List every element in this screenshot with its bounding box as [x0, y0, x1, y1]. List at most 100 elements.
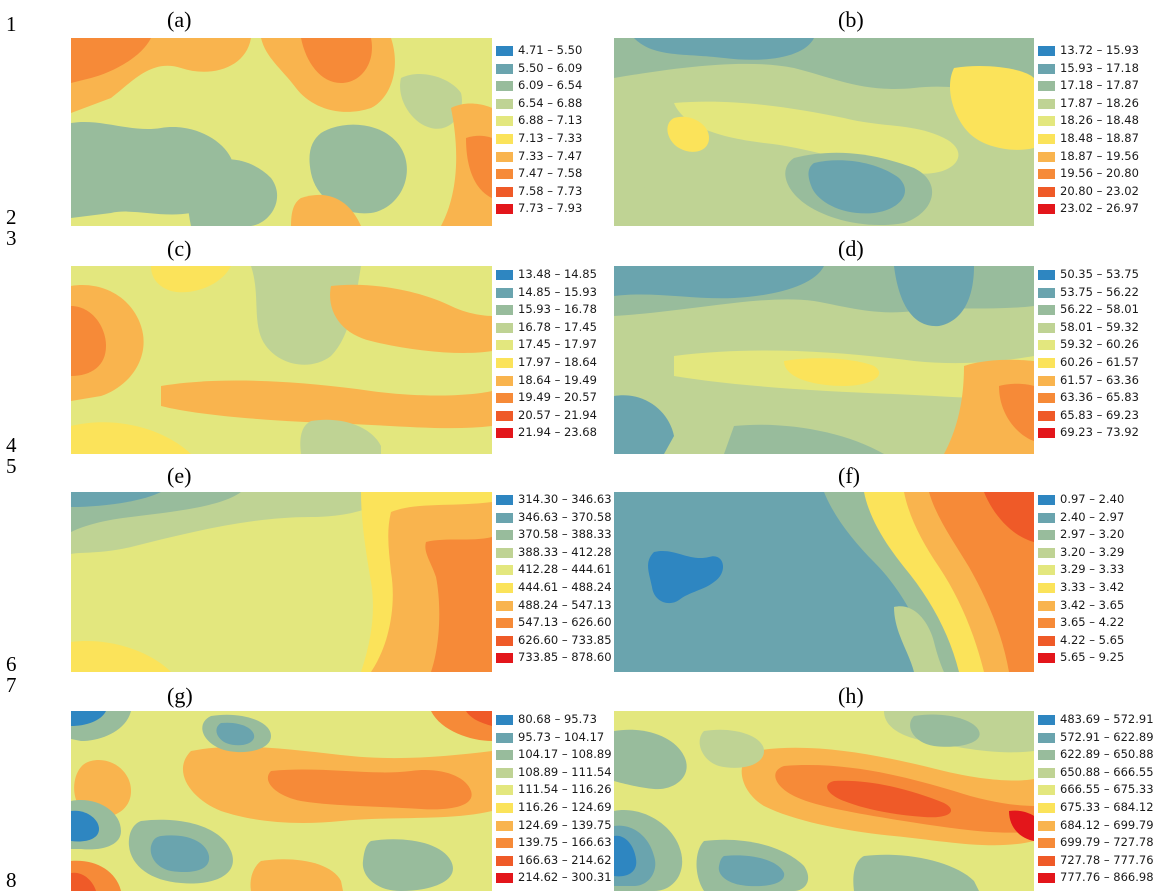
legend-swatch	[496, 600, 513, 611]
legend-label: 19.56 – 20.80	[1060, 166, 1139, 181]
legend-swatch	[1038, 600, 1055, 611]
legend-swatch	[496, 635, 513, 646]
legend-label: 547.13 – 626.60	[518, 615, 612, 630]
legend-swatch	[1038, 133, 1055, 144]
legend-swatch	[496, 116, 513, 127]
legend-swatch	[496, 732, 513, 743]
panel-label-b: (b)	[838, 7, 864, 32]
line-number: 3	[6, 226, 17, 250]
panel-label-g: (g)	[167, 683, 193, 708]
legend-label: 2.97 – 3.20	[1060, 527, 1125, 542]
legend-swatch	[496, 393, 513, 404]
legend-swatch	[1038, 357, 1055, 368]
legend-label: 23.02 – 26.97	[1060, 201, 1139, 216]
legend-swatch	[1038, 495, 1055, 505]
legend-swatch	[496, 767, 513, 778]
legend-label: 684.12 – 699.79	[1060, 817, 1154, 832]
legend-swatch	[496, 428, 513, 439]
legend-swatch	[1038, 785, 1055, 796]
legend-label: 3.33 – 3.42	[1060, 579, 1125, 594]
legend-swatch	[1038, 530, 1055, 541]
legend-swatch	[496, 98, 513, 109]
legend-swatch	[496, 855, 513, 866]
legend-swatch	[496, 582, 513, 593]
legend-label: 314.30 – 346.63	[518, 492, 612, 506]
legend-swatch	[496, 802, 513, 813]
legend-label: 56.22 – 58.01	[1060, 302, 1139, 317]
legend-swatch	[496, 785, 513, 796]
legend-label: 0.97 – 2.40	[1060, 492, 1125, 506]
legend-swatch	[1038, 838, 1055, 849]
legend-label: 4.71 – 5.50	[518, 43, 583, 57]
legend-label: 59.32 – 60.26	[1060, 337, 1139, 352]
legend-label: 21.94 – 23.68	[518, 425, 597, 440]
legend-swatch	[1038, 204, 1055, 215]
legend-swatch	[496, 204, 513, 215]
legend-label: 572.91 – 622.89	[1060, 729, 1154, 744]
legend-label: 20.80 – 23.02	[1060, 183, 1139, 198]
legend-label: 108.89 – 111.54	[518, 764, 612, 779]
legend-label: 483.69 – 572.91	[1060, 712, 1154, 726]
panel-label-f: (f)	[838, 463, 860, 488]
legend-swatch	[1038, 547, 1055, 558]
legend-swatch	[496, 375, 513, 386]
map-b	[614, 38, 1034, 226]
map-f	[614, 492, 1034, 672]
legend-swatch	[496, 169, 513, 180]
legend-swatch	[496, 305, 513, 316]
legend-label: 111.54 – 116.26	[518, 782, 612, 797]
legend-swatch	[1038, 63, 1055, 74]
legend-label: 3.29 – 3.33	[1060, 562, 1125, 577]
legend-label: 777.76 – 866.98	[1060, 870, 1154, 885]
legend-swatch	[1038, 582, 1055, 593]
line-number: 5	[6, 454, 17, 478]
legend-label: 388.33 – 412.28	[518, 544, 612, 559]
legend-swatch	[496, 653, 513, 664]
panel-label-d: (d)	[838, 236, 864, 261]
legend-swatch	[1038, 186, 1055, 197]
legend-swatch	[1038, 270, 1055, 280]
line-number: 2	[6, 205, 17, 229]
legend-label: 650.88 – 666.55	[1060, 764, 1154, 779]
legend-label: 61.57 – 63.36	[1060, 372, 1139, 387]
legend-label: 13.48 – 14.85	[518, 267, 597, 281]
legend-swatch	[496, 322, 513, 333]
line-number: 6	[6, 652, 17, 676]
legend-label: 2.40 – 2.97	[1060, 509, 1125, 524]
legend-swatch	[1038, 512, 1055, 523]
legend-label: 16.78 – 17.45	[518, 319, 597, 334]
legend-swatch	[1038, 393, 1055, 404]
legend-label: 14.85 – 15.93	[518, 284, 597, 299]
line-number: 8	[6, 868, 17, 892]
legend-label: 104.17 – 108.89	[518, 747, 612, 762]
legend-label: 412.28 – 444.61	[518, 562, 612, 577]
legend-label: 18.64 – 19.49	[518, 372, 597, 387]
legend-label: 18.87 – 19.56	[1060, 148, 1139, 163]
legend-label: 7.58 – 7.73	[518, 183, 583, 198]
legend-swatch	[1038, 873, 1055, 884]
legend-swatch	[496, 186, 513, 197]
legend-swatch	[496, 618, 513, 629]
legend-swatch	[496, 530, 513, 541]
legend-swatch	[1038, 305, 1055, 316]
legend-swatch	[1038, 802, 1055, 813]
legend-label: 17.18 – 17.87	[1060, 78, 1139, 93]
legend-label: 6.88 – 7.13	[518, 113, 583, 128]
legend-label: 65.83 – 69.23	[1060, 407, 1139, 422]
legend-swatch	[1038, 820, 1055, 831]
legend-swatch	[496, 357, 513, 368]
legend-swatch	[1038, 46, 1055, 56]
legend-label: 13.72 – 15.93	[1060, 43, 1139, 57]
legend-swatch	[496, 565, 513, 576]
map-c	[71, 266, 492, 454]
legend-label: 53.75 – 56.22	[1060, 284, 1139, 299]
legend-label: 20.57 – 21.94	[518, 407, 597, 422]
legend-swatch	[496, 133, 513, 144]
map-d	[614, 266, 1034, 454]
legend-label: 17.97 – 18.64	[518, 354, 597, 369]
legend-label: 666.55 – 675.33	[1060, 782, 1154, 797]
legend-label: 6.54 – 6.88	[518, 95, 583, 110]
legend-swatch	[496, 270, 513, 280]
legend-label: 699.79 – 727.78	[1060, 835, 1154, 850]
legend-swatch	[1038, 428, 1055, 439]
